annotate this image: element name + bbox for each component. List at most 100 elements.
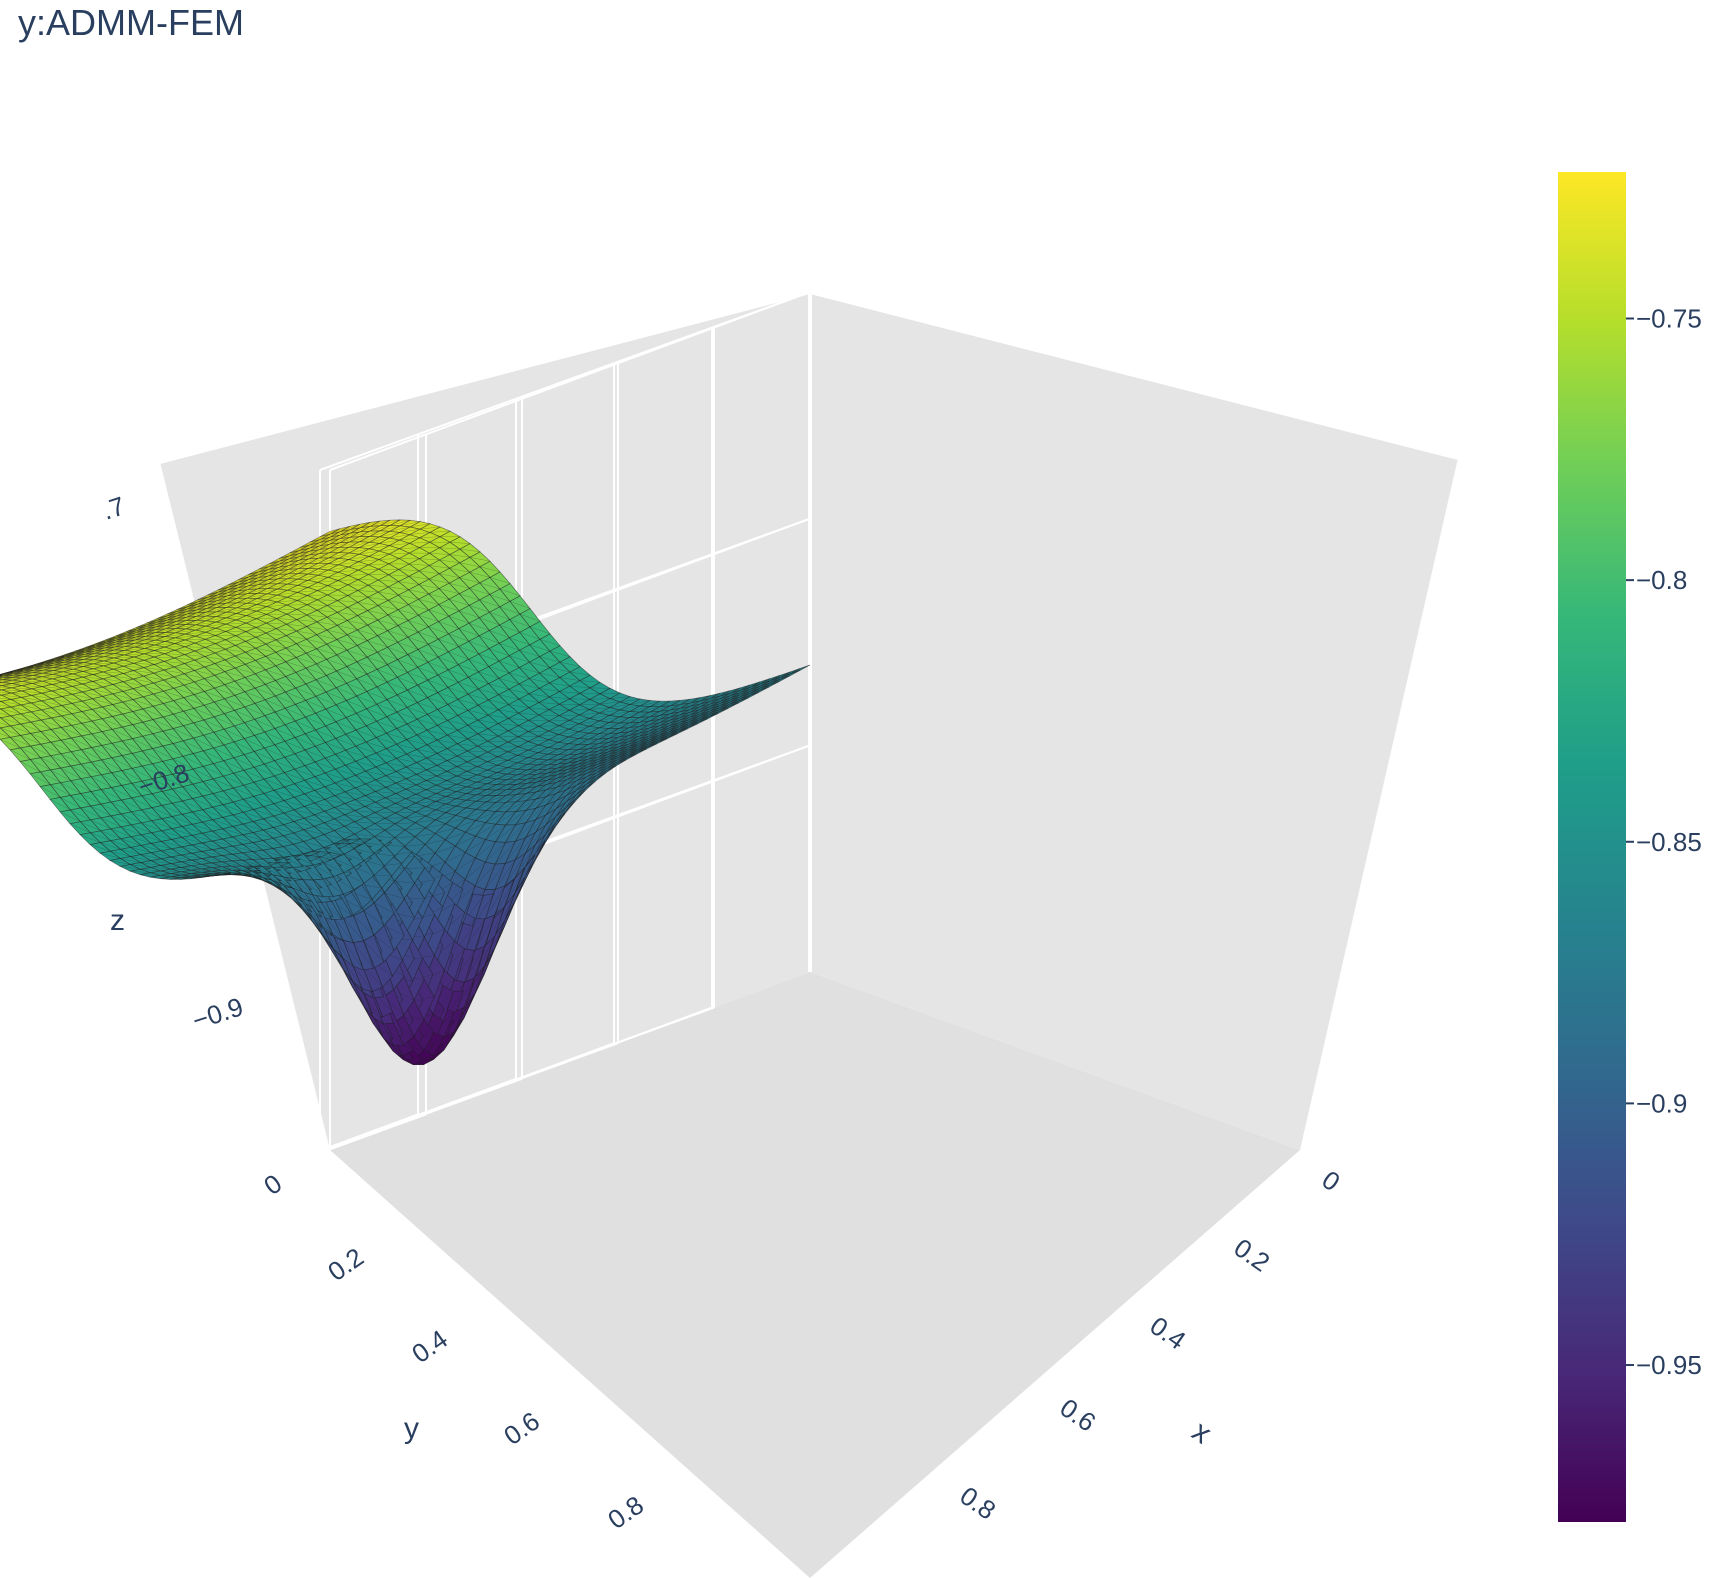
surface-cell-diagonal (495, 794, 517, 803)
surface-cell-diagonal (396, 743, 417, 750)
surface-cell-diagonal (428, 578, 450, 584)
surface-cell-diagonal (409, 532, 430, 535)
surface-cell-diagonal (397, 641, 419, 650)
surface-cell-diagonal (589, 698, 610, 700)
colorbar-ticks: −0.75 −0.8 −0.85 −0.9 −0.95 (1626, 304, 1702, 1380)
surface-cell-diagonal (569, 671, 591, 676)
surface-cell-diagonal (434, 845, 456, 854)
surface-cell-diagonal (528, 693, 550, 698)
surface-cell-diagonal (618, 722, 640, 729)
surface-cell-diagonal (488, 683, 509, 690)
surface-cell-diagonal (537, 767, 558, 775)
surface-cell-diagonal (556, 767, 578, 776)
surface-cell-diagonal (628, 733, 649, 742)
surface-cell-diagonal (479, 566, 501, 573)
surface-cell-diagonal (374, 836, 395, 838)
z-axis-label: z (110, 904, 125, 937)
surface-cell-diagonal (599, 716, 620, 722)
surface-cell-diagonal (466, 777, 487, 780)
surface-cell-diagonal (374, 812, 396, 814)
surface-cell-diagonal (467, 710, 489, 716)
surface-cell-diagonal (546, 775, 567, 785)
surface-cell-diagonal (457, 743, 478, 747)
surface-cell-diagonal (407, 654, 429, 663)
surface-cell-diagonal (417, 702, 438, 710)
colorbar-tick-label: −0.75 (1636, 304, 1702, 334)
surface-cell-diagonal (448, 615, 470, 624)
surface-cell-diagonal (344, 803, 366, 807)
surface-cell-diagonal (528, 720, 549, 722)
surface-cell-diagonal (408, 620, 429, 627)
surface-cell-diagonal (558, 738, 579, 743)
surface-cell-diagonal (449, 567, 470, 573)
surface-cell-diagonal (474, 914, 496, 951)
surface-cell-diagonal (389, 534, 410, 539)
surface-cell-diagonal (406, 778, 427, 781)
surface-mesh[interactable] (0, 519, 811, 1066)
surface-cell-diagonal (495, 841, 516, 865)
surface-cell-diagonal (378, 548, 400, 552)
surface-cell-diagonal (387, 630, 408, 638)
surface-cell-diagonal (504, 877, 526, 922)
surface-cell-diagonal (419, 526, 441, 530)
surface-cell-diagonal (558, 731, 579, 735)
surface-cell-diagonal (359, 536, 380, 543)
surface-cell-diagonal (407, 689, 428, 698)
surface-cell-diagonal (689, 698, 710, 707)
surface-cell-diagonal (638, 728, 659, 737)
surface-cell-diagonal (519, 632, 540, 640)
surface-cell-diagonal (577, 750, 598, 759)
surface-cell-diagonal (569, 698, 590, 700)
surface-cell-diagonal (679, 697, 701, 705)
surface-cell-diagonal (435, 798, 457, 802)
surface-cell-diagonal (535, 787, 557, 800)
surface-cell-diagonal (377, 651, 398, 660)
surface-cell-diagonal (588, 733, 609, 740)
surface-cell-diagonal (576, 759, 598, 768)
surface-cell-diagonal (437, 725, 458, 731)
surface-cell-diagonal (346, 700, 367, 709)
surface-cell-diagonal (439, 547, 460, 550)
surface-cell-diagonal (638, 725, 659, 734)
surface-cell-diagonal (648, 717, 670, 726)
surface-cell-diagonal (459, 593, 480, 601)
surface-cell-diagonal (587, 754, 608, 763)
surface-cell-diagonal (589, 715, 610, 719)
surface-cell-diagonal (343, 853, 365, 861)
surface-cell-diagonal (347, 607, 368, 611)
surface-cell-diagonal (467, 738, 488, 742)
surface-cell-diagonal (537, 748, 559, 753)
surface-cell-diagonal (609, 704, 630, 708)
surface-cell-diagonal (515, 819, 536, 842)
surface-cell-diagonal (437, 709, 458, 716)
surface-cell-diagonal (457, 715, 478, 721)
surface-cell-diagonal (356, 712, 377, 722)
surface-cell-diagonal (699, 698, 720, 708)
surface-cell-diagonal (343, 917, 364, 941)
surface-cell-diagonal (399, 537, 420, 541)
surface-cell-diagonal (376, 686, 398, 696)
surface-cell-diagonal (446, 793, 467, 797)
surface-cell-diagonal (358, 559, 379, 562)
x-tick-2: 0.4 (1145, 1310, 1192, 1355)
surface-cell-diagonal (598, 728, 620, 735)
surface-cell-diagonal (407, 672, 428, 681)
surface-cell-diagonal (618, 733, 639, 742)
surface-cell-diagonal (367, 610, 388, 616)
surface-cell-diagonal (546, 769, 568, 777)
surface-cell-diagonal (597, 746, 619, 755)
y-axis-label: y (404, 1412, 419, 1445)
surface-cell-diagonal (417, 684, 438, 693)
surface-cell-diagonal (555, 795, 576, 818)
surface-cell-diagonal (545, 784, 567, 797)
surface-cell-diagonal (547, 754, 568, 761)
surface-cell-diagonal (367, 597, 389, 601)
surface-cell-diagonal (608, 731, 629, 739)
surface-cell-diagonal (499, 588, 521, 597)
surface-cell-diagonal (417, 649, 439, 658)
x-axis-label: x (1186, 1415, 1217, 1451)
surface-cell-diagonal (466, 769, 488, 772)
surface-cell-diagonal (497, 768, 518, 773)
surface-cell-diagonal (368, 563, 389, 566)
